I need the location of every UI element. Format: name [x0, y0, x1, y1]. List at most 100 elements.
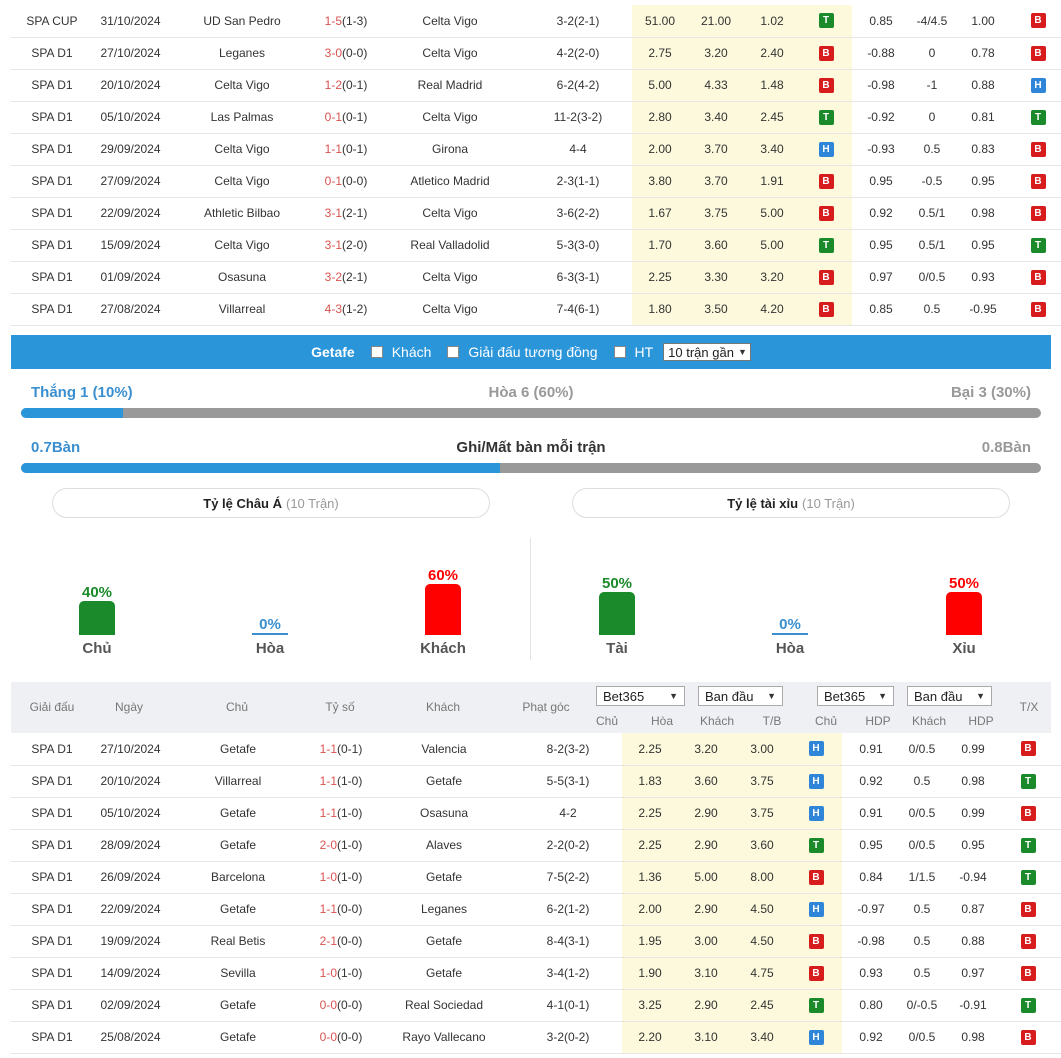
home-team-link[interactable]: Getafe — [168, 893, 308, 926]
score-cell[interactable]: 1-1(1-0) — [308, 797, 374, 830]
score-cell[interactable]: 3-0(0-0) — [316, 37, 376, 70]
league-cell[interactable]: SPA D1 — [11, 101, 93, 134]
home-team-link[interactable]: UD San Pedro — [168, 5, 316, 38]
handicap-result-cell: B — [1002, 733, 1054, 766]
league-cell[interactable]: SPA CUP — [11, 5, 93, 38]
table-row: SPA D1 25/08/2024 Getafe 0-0(0-0) Rayo Valle… — [11, 1021, 1061, 1054]
score-cell[interactable]: 1-2(0-1) — [316, 69, 376, 102]
table-row: SPA D1 15/09/2024 Celta Vigo 3-1(2-0) Real V… — [11, 229, 1061, 262]
result-badge-b: B — [818, 301, 834, 317]
loss-summary: Bại 3 (30%) — [950, 384, 1031, 401]
away-checkbox-label[interactable]: Khách — [391, 344, 432, 360]
score-cell[interactable]: 0-0(0-0) — [308, 989, 374, 1022]
score-cell[interactable]: 4-3(1-2) — [316, 293, 376, 326]
score-cell[interactable]: 0-1(0-0) — [316, 165, 376, 198]
home-team-link[interactable]: Celta Vigo — [168, 229, 316, 262]
league-cell[interactable]: SPA D1 — [11, 989, 93, 1022]
league-cell[interactable]: SPA D1 — [11, 829, 93, 862]
home-team-link[interactable]: Villarreal — [168, 765, 308, 798]
home-team-link[interactable]: Celta Vigo — [168, 165, 316, 198]
away-team-link[interactable]: Leganes — [374, 893, 514, 926]
ht-checkbox-label[interactable]: HT — [634, 344, 654, 360]
away-team-link[interactable]: Osasuna — [374, 797, 514, 830]
score-cell[interactable]: 1-0(1-0) — [308, 861, 374, 894]
league-cell[interactable]: SPA D1 — [11, 861, 93, 894]
ht-checkbox[interactable] — [613, 346, 626, 358]
away-team-link[interactable]: Celta Vigo — [376, 37, 524, 70]
away-team-link[interactable]: Getafe — [374, 861, 514, 894]
table-row: SPA D1 27/08/2024 Villarreal 4-3(1-2) Celta … — [11, 293, 1061, 326]
home-team-link[interactable]: Getafe — [168, 989, 308, 1022]
away-team-link[interactable]: Real Sociedad — [374, 989, 514, 1022]
away-team-link[interactable]: Getafe — [374, 957, 514, 990]
league-cell[interactable]: SPA D1 — [11, 293, 93, 326]
score-cell[interactable]: 3-1(2-1) — [316, 197, 376, 230]
bookmaker-select-1[interactable]: Bet365 ▼ — [596, 686, 685, 706]
score-cell[interactable]: 3-1(2-0) — [316, 229, 376, 262]
league-cell[interactable]: SPA D1 — [11, 1021, 93, 1054]
handicap-cell: 0.5 — [900, 925, 944, 958]
league-cell[interactable]: SPA D1 — [11, 37, 93, 70]
away-team-link[interactable]: Celta Vigo — [376, 261, 524, 294]
away-team-link[interactable]: Celta Vigo — [376, 5, 524, 38]
away-team-link[interactable]: Valencia — [374, 733, 514, 766]
league-cell[interactable]: SPA D1 — [11, 765, 93, 798]
score-cell[interactable]: 1-1(0-1) — [308, 733, 374, 766]
away-team-link[interactable]: Rayo Vallecano — [374, 1021, 514, 1054]
home-team-link[interactable]: Celta Vigo — [168, 69, 316, 102]
away-team-link[interactable]: Real Valladolid — [376, 229, 524, 262]
home-team-link[interactable]: Athletic Bilbao — [168, 197, 316, 230]
league-cell[interactable]: SPA D1 — [11, 893, 93, 926]
away-team-link[interactable]: Celta Vigo — [376, 293, 524, 326]
same-league-checkbox[interactable] — [447, 346, 460, 358]
away-team-link[interactable]: Celta Vigo — [376, 197, 524, 230]
score-cell[interactable]: 0-1(0-1) — [316, 101, 376, 134]
league-cell[interactable]: SPA D1 — [11, 261, 93, 294]
score-cell[interactable]: 0-0(0-0) — [308, 1021, 374, 1054]
score-cell[interactable]: 2-0(1-0) — [308, 829, 374, 862]
home-team-link[interactable]: Getafe — [168, 733, 308, 766]
score-cell[interactable]: 1-1(1-0) — [308, 765, 374, 798]
home-team-link[interactable]: Getafe — [168, 1021, 308, 1054]
home-team-link[interactable]: Barcelona — [168, 861, 308, 894]
home-team-link[interactable]: Getafe — [168, 829, 308, 862]
league-cell[interactable]: SPA D1 — [11, 133, 93, 166]
away-team-link[interactable]: Real Madrid — [376, 69, 524, 102]
home-team-link[interactable]: Leganes — [168, 37, 316, 70]
away-checkbox[interactable] — [370, 346, 383, 358]
odds-type-select-1[interactable]: Ban đầu ▼ — [698, 686, 783, 706]
result-badge-h: H — [808, 805, 824, 821]
home-hdp-odds-cell: 0.92 — [842, 765, 900, 798]
match-count-select[interactable]: 10 trận gần ▼ — [663, 343, 751, 361]
home-team-link[interactable]: Osasuna — [168, 261, 316, 294]
score-cell[interactable]: 1-0(1-0) — [308, 957, 374, 990]
away-team-link[interactable]: Girona — [376, 133, 524, 166]
score-cell[interactable]: 3-2(2-1) — [316, 261, 376, 294]
home-team-link[interactable]: Celta Vigo — [168, 133, 316, 166]
score-cell[interactable]: 1-1(0-0) — [308, 893, 374, 926]
away-team-link[interactable]: Atletico Madrid — [376, 165, 524, 198]
home-team-link[interactable]: Real Betis — [168, 925, 308, 958]
league-cell[interactable]: SPA D1 — [11, 165, 93, 198]
league-cell[interactable]: SPA D1 — [11, 229, 93, 262]
away-team-link[interactable]: Getafe — [374, 765, 514, 798]
league-cell[interactable]: SPA D1 — [11, 957, 93, 990]
away-team-link[interactable]: Celta Vigo — [376, 101, 524, 134]
away-team-link[interactable]: Alaves — [374, 829, 514, 862]
league-cell[interactable]: SPA D1 — [11, 197, 93, 230]
bookmaker-select-2[interactable]: Bet365 ▼ — [817, 686, 894, 706]
score-cell[interactable]: 1-5(1-3) — [316, 5, 376, 38]
home-team-link[interactable]: Sevilla — [168, 957, 308, 990]
score-cell[interactable]: 1-1(0-1) — [316, 133, 376, 166]
league-cell[interactable]: SPA D1 — [11, 69, 93, 102]
league-cell[interactable]: SPA D1 — [11, 797, 93, 830]
home-team-link[interactable]: Getafe — [168, 797, 308, 830]
score-cell[interactable]: 2-1(0-0) — [308, 925, 374, 958]
home-team-link[interactable]: Villarreal — [168, 293, 316, 326]
away-team-link[interactable]: Getafe — [374, 925, 514, 958]
home-team-link[interactable]: Las Palmas — [168, 101, 316, 134]
odds-type-select-2[interactable]: Ban đầu ▼ — [907, 686, 992, 706]
league-cell[interactable]: SPA D1 — [11, 925, 93, 958]
league-cell[interactable]: SPA D1 — [11, 733, 93, 766]
same-league-checkbox-label[interactable]: Giải đấu tương đồng — [468, 344, 598, 360]
